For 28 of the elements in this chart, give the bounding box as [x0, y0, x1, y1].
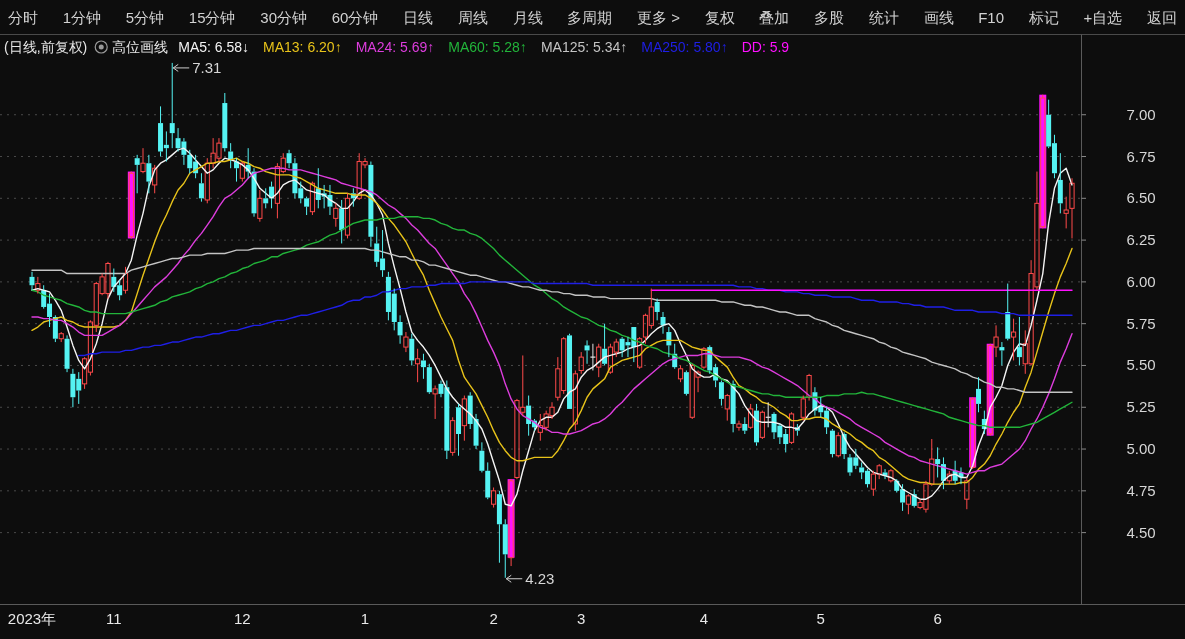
- x-tick-label: 2: [489, 610, 498, 627]
- x-tick-label: 11: [106, 610, 122, 627]
- annotation: 4.23: [525, 569, 555, 587]
- x-tick-label: 1: [360, 610, 370, 627]
- legend: MA5: 6.58↓ MA13: 6.20↑ MA24: 5.69↑ MA60: 5.28↑ MA125: 5.34↑ MA250: 5.80↑ DD: 5.9: [178, 39, 790, 55]
- y-tick-label: 6.75: [1126, 147, 1156, 165]
- y-tick-label: 4.50: [1126, 523, 1156, 541]
- y-tick-label: 5.25: [1126, 398, 1156, 416]
- toolbar: 分时 1分钟 5分钟 15分钟 30分钟 60分钟 日线 周线 月线 多周期 更多 > 复权 叠加 多股 统计 画线 F10 标记 +自选 返回: [8, 9, 1177, 26]
- y-tick-label: 4.75: [1126, 481, 1156, 499]
- x-tick-label: 12: [233, 610, 251, 627]
- note: 7.31: [172, 58, 222, 76]
- annotation: 7.31: [192, 58, 222, 76]
- chart-subtitle: 高位画线: [112, 39, 169, 55]
- y-tick-label: 6.00: [1126, 272, 1156, 290]
- x-tick-label: 3: [577, 610, 586, 627]
- x-tick-label: 5: [816, 610, 825, 627]
- y-tick-label: 6.25: [1126, 231, 1156, 249]
- y-tick-label: 5.00: [1126, 440, 1156, 458]
- y-tick-label: 5.75: [1126, 314, 1156, 332]
- note: 4.23: [505, 569, 555, 587]
- x-tick-label: 2023年: [7, 610, 57, 627]
- x-tick-label: 4: [699, 610, 709, 627]
- chart-title: (日线,前复权): [4, 39, 88, 55]
- y-tick-label: 5.50: [1126, 356, 1156, 374]
- y-tick-label: 6.50: [1126, 189, 1156, 207]
- y-tick-label: 7.00: [1126, 105, 1156, 123]
- x-tick-label: 6: [933, 610, 942, 627]
